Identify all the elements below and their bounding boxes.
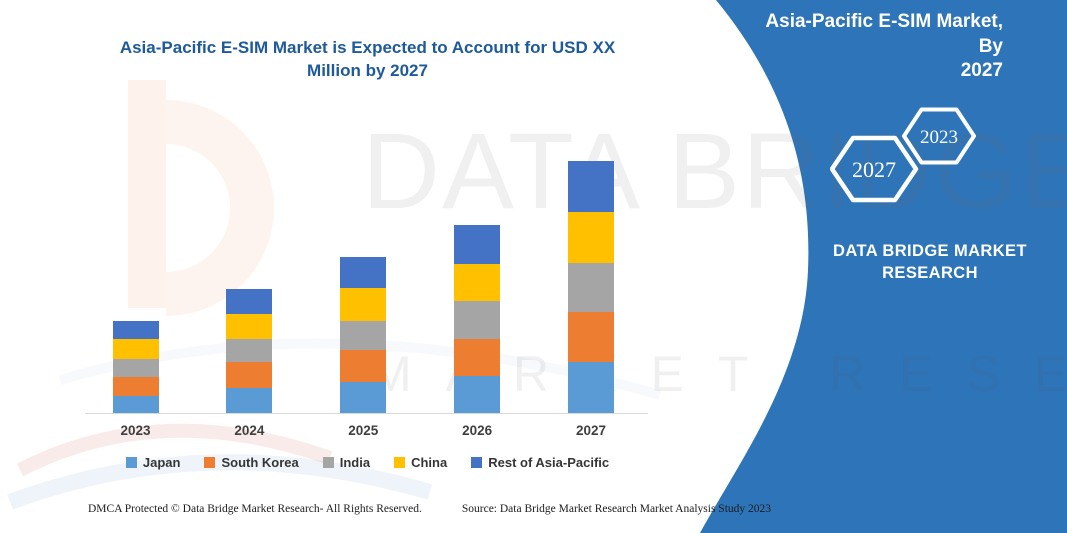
bar-segment-2025-china: [340, 288, 387, 321]
bar-segment-2025-japan: [340, 382, 387, 414]
chart-title: Asia-Pacific E-SIM Market is Expected to…: [119, 38, 616, 80]
brand-line2: RESEARCH: [882, 264, 978, 283]
side-panel-title-line2: 2027: [960, 60, 1003, 82]
brand-name: DATA BRIDGE MARKET RESEARCH: [808, 240, 1052, 285]
legend-swatch-icon: [322, 457, 334, 468]
legend-item-china: China: [394, 455, 447, 470]
x-axis-line: [85, 413, 648, 414]
hexagon-2027-icon: [830, 135, 919, 203]
hexagon-2023-icon: [902, 107, 976, 165]
brand-line1: DATA BRIDGE MARKET: [833, 242, 1027, 260]
bar-segment-2027-rest-of-asia-pacific: [568, 161, 614, 212]
x-tick-label-2026: 2026: [462, 423, 493, 438]
stacked-bar-2023: [112, 321, 159, 414]
legend-label: India: [339, 455, 371, 470]
legend-swatch-icon: [394, 457, 406, 468]
stacked-bar-2026: [454, 225, 501, 414]
bar-segment-2023-india: [112, 359, 159, 377]
side-panel-title-line1: Asia-Pacific E-SIM Market, By: [765, 11, 1003, 57]
bar-segment-2023-rest-of-asia-pacific: [112, 321, 159, 339]
bar-segment-2026-japan: [454, 376, 501, 414]
bar-segment-2024-japan: [226, 388, 273, 414]
bar-segment-2026-rest-of-asia-pacific: [454, 225, 501, 264]
bar-segment-2026-china: [454, 264, 501, 301]
bar-segment-2026-india: [454, 301, 501, 339]
bar-segment-2024-south-korea: [226, 362, 273, 388]
legend-swatch-icon: [204, 457, 216, 468]
bar-segment-2024-india: [226, 339, 273, 362]
x-tick-label-2027: 2027: [575, 423, 607, 438]
legend-label: Rest of Asia-Pacific: [488, 455, 610, 470]
stacked-bar-2027: [568, 161, 614, 414]
chart-legend: Japan South Korea India China Rest of Asia-P…: [85, 455, 650, 470]
bar-segment-2027-india: [568, 263, 614, 312]
legend-label: China: [411, 455, 448, 470]
bar-segment-2027-south-korea: [568, 312, 614, 362]
legend-swatch-icon: [471, 457, 483, 468]
year-hexagons: 2027 2023: [830, 107, 976, 203]
x-tick-label-2024: 2024: [234, 423, 265, 438]
bar-segment-2024-rest-of-asia-pacific: [226, 289, 273, 314]
hexagon-2027-label: 2027: [852, 157, 896, 182]
stacked-bar-2024: [226, 289, 273, 414]
x-tick-label-2025: 2025: [348, 423, 379, 438]
bar-segment-2023-japan: [112, 396, 159, 414]
hexagon-2023-label: 2023: [920, 127, 958, 148]
source-note: Source: Data Bridge Market Research Mark…: [461, 503, 772, 515]
bar-segment-2024-china: [226, 314, 273, 339]
legend-label: South Korea: [221, 455, 299, 470]
stacked-bar-2025: [340, 257, 387, 414]
legend-label: Japan: [142, 455, 181, 470]
legend-item-south-korea: South Korea: [204, 455, 299, 470]
dmca-notice: DMCA Protected © Data Bridge Market Rese…: [88, 503, 422, 515]
bar-segment-2025-india: [340, 321, 387, 350]
x-tick-label-2023: 2023: [120, 423, 151, 438]
bar-segment-2027-japan: [568, 362, 614, 414]
bar-segment-2025-rest-of-asia-pacific: [340, 257, 387, 288]
legend-item-india: India: [322, 455, 371, 470]
bar-segment-2023-china: [112, 339, 159, 359]
bar-segment-2027-china: [568, 212, 614, 263]
bar-segment-2025-south-korea: [340, 350, 387, 382]
legend-item-japan: Japan: [125, 455, 181, 470]
footer: DMCA Protected © Data Bridge Market Rese…: [88, 503, 771, 515]
bar-segment-2026-south-korea: [454, 339, 501, 376]
side-panel-title: Asia-Pacific E-SIM Market, By 2027: [753, 10, 1003, 84]
legend-swatch-icon: [125, 457, 137, 468]
legend-item-rest-of-asia-pacific: Rest of Asia-Pacific: [471, 455, 609, 470]
bar-segment-2023-south-korea: [112, 377, 159, 396]
